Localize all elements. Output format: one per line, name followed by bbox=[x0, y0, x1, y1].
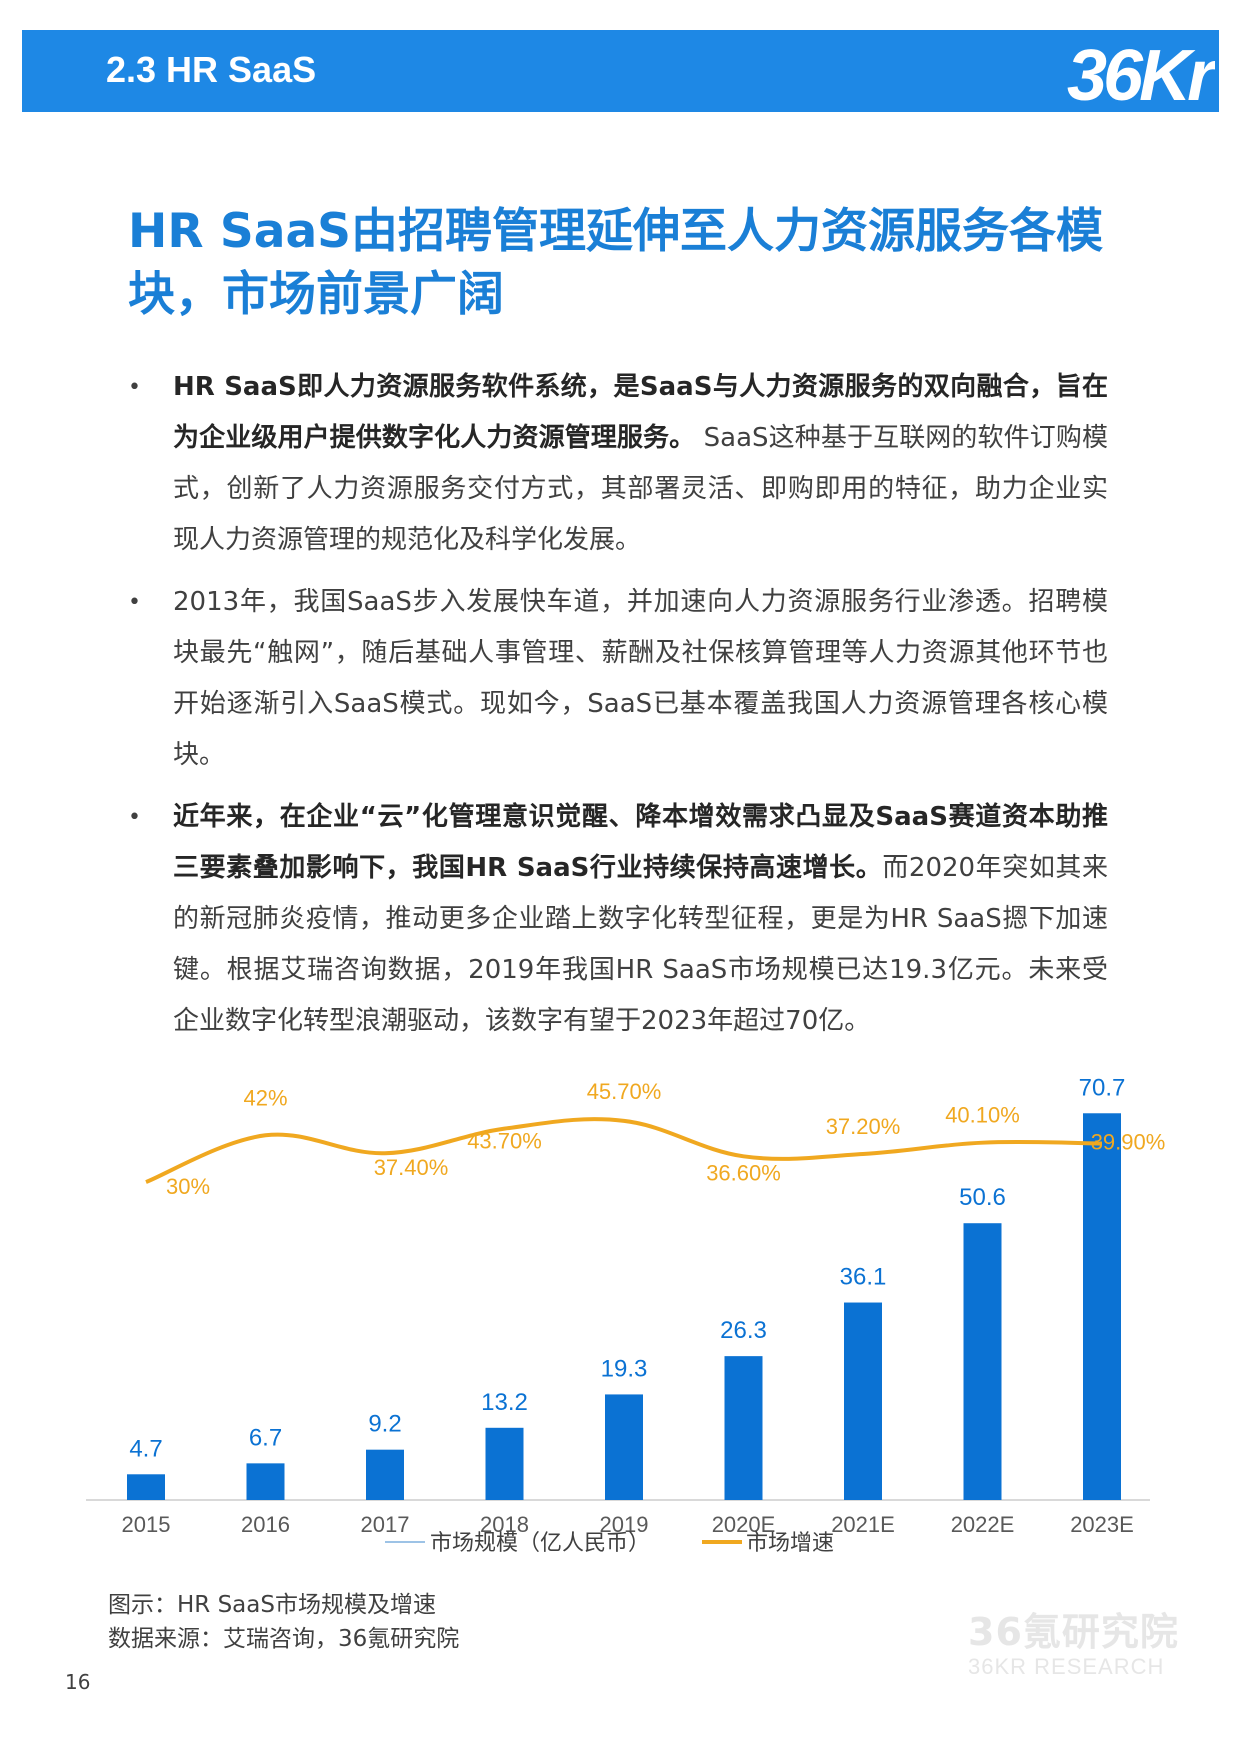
legend-bar-label: 市场规模（亿人民币） bbox=[430, 1531, 650, 1556]
x-tick-label: 2020E bbox=[712, 1512, 776, 1537]
growth-line bbox=[145, 1117, 1103, 1184]
watermark-main: 36氪研究院 bbox=[968, 1610, 1179, 1654]
bar bbox=[963, 1223, 1002, 1500]
watermark-sub: 36KR RESEARCH bbox=[968, 1654, 1165, 1679]
logo-text: 36Kr bbox=[1067, 36, 1215, 112]
bar-value-label: 26.3 bbox=[720, 1317, 767, 1344]
bar-value-label: 13.2 bbox=[481, 1389, 528, 1416]
bullet-bold-text: HR SaaS即人力资源服务软件系统，是SaaS与人力资源服务的双向融合，旨在为… bbox=[173, 372, 1108, 453]
bullet-text: 而2020年突如其来的新冠肺炎疫情，推动更多企业踏上数字化转型征程，更是为HR … bbox=[173, 853, 1109, 1036]
bar bbox=[605, 1394, 643, 1500]
bullet-dot-icon: • bbox=[128, 590, 141, 615]
bullet-dot-icon: • bbox=[128, 805, 141, 830]
bullet-text: SaaS这种基于互联网的软件订购模式，创新了人力资源服务交付方式，其部署灵活、即… bbox=[173, 423, 1108, 555]
bullet-text: 2013年，我国SaaS步入发展快车道，并加速向人力资源服务行业渗透。招聘模块最… bbox=[173, 587, 1108, 770]
bar-value-label: 70.7 bbox=[1079, 1074, 1126, 1101]
x-tick-label: 2021E bbox=[831, 1512, 895, 1537]
bullet-dot-icon: • bbox=[128, 375, 141, 400]
figure-title: 图示：HR SaaS市场规模及增速 bbox=[108, 1592, 436, 1618]
bullet-item: • HR SaaS即人力资源服务软件系统，是SaaS与人力资源服务的双向融合，旨在… bbox=[128, 362, 1108, 566]
growth-value-label: 36.60% bbox=[706, 1160, 781, 1185]
bar bbox=[1083, 1113, 1121, 1500]
legend-line-label: 市场增速 bbox=[746, 1531, 834, 1556]
growth-value-label: 40.10% bbox=[945, 1103, 1020, 1128]
growth-value-label: 37.40% bbox=[374, 1155, 449, 1180]
36kr-logo: 36Kr bbox=[1067, 36, 1215, 112]
page-headline: HR SaaS由招聘管理延伸至人力资源服务各模块，市场前景广阔 bbox=[128, 204, 1104, 322]
bar bbox=[724, 1356, 763, 1500]
bar-value-label: 9.2 bbox=[368, 1411, 401, 1438]
growth-value-label: 30% bbox=[166, 1174, 210, 1199]
chart-svg: 4.7 2015 6.7 2016 9.2 2017 13.2 2018 19.3 2019 26.… bbox=[86, 1074, 1166, 1556]
bar-value-label: 4.7 bbox=[129, 1435, 162, 1462]
growth-value-label: 45.70% bbox=[587, 1079, 662, 1104]
bar-value-label: 50.6 bbox=[959, 1184, 1006, 1211]
bar bbox=[844, 1302, 882, 1500]
bullet-list: • HR SaaS即人力资源服务软件系统，是SaaS与人力资源服务的双向融合，旨在… bbox=[128, 362, 1108, 1058]
x-tick-label: 2018 bbox=[480, 1512, 529, 1537]
x-tick-label: 2017 bbox=[361, 1512, 410, 1537]
bar bbox=[485, 1427, 524, 1500]
growth-value-label: 43.70% bbox=[467, 1129, 542, 1154]
data-source: 数据来源：艾瑞咨询，36氪研究院 bbox=[108, 1626, 460, 1652]
watermark-logo: 36氪研究院 36KR RESEARCH bbox=[968, 1610, 1198, 1680]
x-tick-label: 2019 bbox=[600, 1512, 649, 1537]
growth-value-label: 37.20% bbox=[826, 1114, 901, 1139]
bar bbox=[127, 1474, 165, 1500]
market-chart: 4.7 2015 6.7 2016 9.2 2017 13.2 2018 19.3 2019 26.… bbox=[0, 1060, 1241, 1570]
bullet-bold-text: 近年来，在企业“云”化管理意识觉醒、降本增效需求凸显及SaaS赛道资本助推三要素… bbox=[173, 802, 1108, 883]
bar bbox=[246, 1463, 285, 1500]
bar bbox=[366, 1449, 404, 1500]
figure-caption: 图示：HR SaaS市场规模及增速 数据来源：艾瑞咨询，36氪研究院 bbox=[108, 1588, 459, 1656]
bar-value-label: 19.3 bbox=[601, 1355, 648, 1382]
x-tick-label: 2015 bbox=[122, 1512, 171, 1537]
bar-value-label: 36.1 bbox=[840, 1264, 887, 1291]
x-tick-label: 2023E bbox=[1070, 1512, 1134, 1537]
growth-value-label: 39.90% bbox=[1091, 1129, 1166, 1154]
section-title: 2.3 HR SaaS bbox=[106, 49, 317, 90]
bar-value-label: 6.7 bbox=[249, 1424, 282, 1451]
header-bar: 2.3 HR SaaS 36Kr bbox=[22, 30, 1219, 112]
page-number: 16 bbox=[65, 1670, 91, 1694]
x-tick-label: 2022E bbox=[951, 1512, 1015, 1537]
x-tick-label: 2016 bbox=[241, 1512, 290, 1537]
bullet-item: • 近年来，在企业“云”化管理意识觉醒、降本增效需求凸显及SaaS赛道资本助推三要… bbox=[128, 792, 1108, 1047]
bullet-item: • 2013年，我国SaaS步入发展快车道，并加速向人力资源服务行业渗透。招聘模块… bbox=[128, 577, 1108, 781]
growth-value-label: 42% bbox=[243, 1085, 287, 1110]
